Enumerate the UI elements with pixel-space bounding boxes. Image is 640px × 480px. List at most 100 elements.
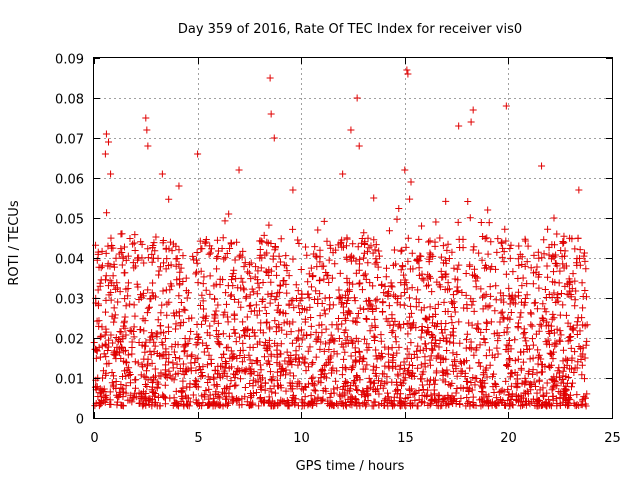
data-point <box>409 265 417 273</box>
data-point <box>314 393 322 401</box>
data-point <box>358 235 366 243</box>
data-point <box>469 393 477 401</box>
data-point <box>163 311 171 319</box>
data-point <box>214 247 222 255</box>
data-point <box>122 389 130 397</box>
data-point <box>502 237 510 245</box>
data-point <box>199 372 207 380</box>
data-point <box>551 342 559 350</box>
data-point <box>500 258 508 266</box>
data-point <box>567 333 575 341</box>
data-point <box>244 268 252 276</box>
data-point <box>421 353 429 361</box>
data-point <box>307 392 315 400</box>
data-point <box>533 389 541 397</box>
data-point <box>326 393 334 401</box>
data-point <box>253 276 261 284</box>
data-point <box>549 382 557 390</box>
data-point <box>136 291 144 299</box>
data-point <box>533 305 541 313</box>
data-point <box>372 241 380 249</box>
data-point <box>407 302 415 310</box>
data-point <box>460 304 468 312</box>
data-point <box>231 329 239 337</box>
data-point <box>265 336 273 344</box>
data-point <box>414 364 422 372</box>
data-point <box>286 382 294 390</box>
data-point <box>330 348 338 356</box>
data-point <box>263 318 271 326</box>
data-point <box>529 280 537 288</box>
data-point <box>498 386 506 394</box>
data-point <box>583 337 591 345</box>
data-point <box>251 332 259 340</box>
data-point <box>322 387 330 395</box>
data-point <box>543 389 551 397</box>
data-point <box>107 234 115 242</box>
data-point <box>401 401 409 409</box>
data-point <box>166 238 174 246</box>
data-point <box>381 343 389 351</box>
data-point <box>555 388 563 396</box>
data-point <box>296 358 304 366</box>
data-point <box>374 263 382 271</box>
data-point <box>383 264 390 272</box>
data-point <box>451 275 459 283</box>
data-point <box>100 388 108 396</box>
data-point <box>140 355 148 363</box>
data-point <box>407 339 415 347</box>
data-point <box>422 314 430 322</box>
data-point <box>300 331 308 339</box>
data-point <box>97 264 105 272</box>
data-point <box>299 353 307 361</box>
data-point <box>521 398 529 406</box>
data-point <box>479 371 487 379</box>
data-point <box>538 254 546 262</box>
data-point <box>458 288 466 296</box>
data-point <box>194 150 202 158</box>
data-point <box>496 318 504 326</box>
data-point <box>359 400 367 408</box>
data-point <box>143 362 151 370</box>
data-point <box>289 225 297 233</box>
data-point <box>230 296 238 304</box>
data-point <box>295 327 303 335</box>
data-point <box>256 326 264 334</box>
data-point <box>360 271 368 279</box>
data-point <box>239 339 247 347</box>
data-point <box>229 353 237 361</box>
data-point <box>144 245 152 253</box>
data-point <box>144 142 152 150</box>
data-point <box>131 384 139 392</box>
data-point <box>364 385 372 393</box>
data-point <box>549 384 557 392</box>
data-point <box>142 338 150 346</box>
data-point <box>557 290 565 298</box>
data-point <box>364 305 372 313</box>
data-point <box>269 373 277 381</box>
data-point <box>427 397 435 405</box>
data-point <box>153 384 161 392</box>
data-point <box>470 265 478 273</box>
data-point <box>219 330 227 338</box>
data-point <box>326 301 334 309</box>
data-point <box>341 382 349 390</box>
data-point <box>400 289 408 297</box>
data-point <box>120 322 128 330</box>
data-point <box>335 314 343 322</box>
data-point <box>304 363 312 371</box>
data-point <box>286 320 294 328</box>
data-point <box>223 249 231 257</box>
data-point <box>551 378 559 386</box>
data-point <box>198 291 206 299</box>
data-point <box>568 325 576 333</box>
data-point <box>312 252 320 260</box>
data-point <box>272 263 280 271</box>
data-point <box>358 239 366 247</box>
data-point <box>219 402 227 410</box>
data-point <box>426 361 434 369</box>
data-point <box>461 369 469 377</box>
data-point <box>106 396 114 404</box>
data-point <box>455 261 463 269</box>
data-point <box>205 351 213 359</box>
